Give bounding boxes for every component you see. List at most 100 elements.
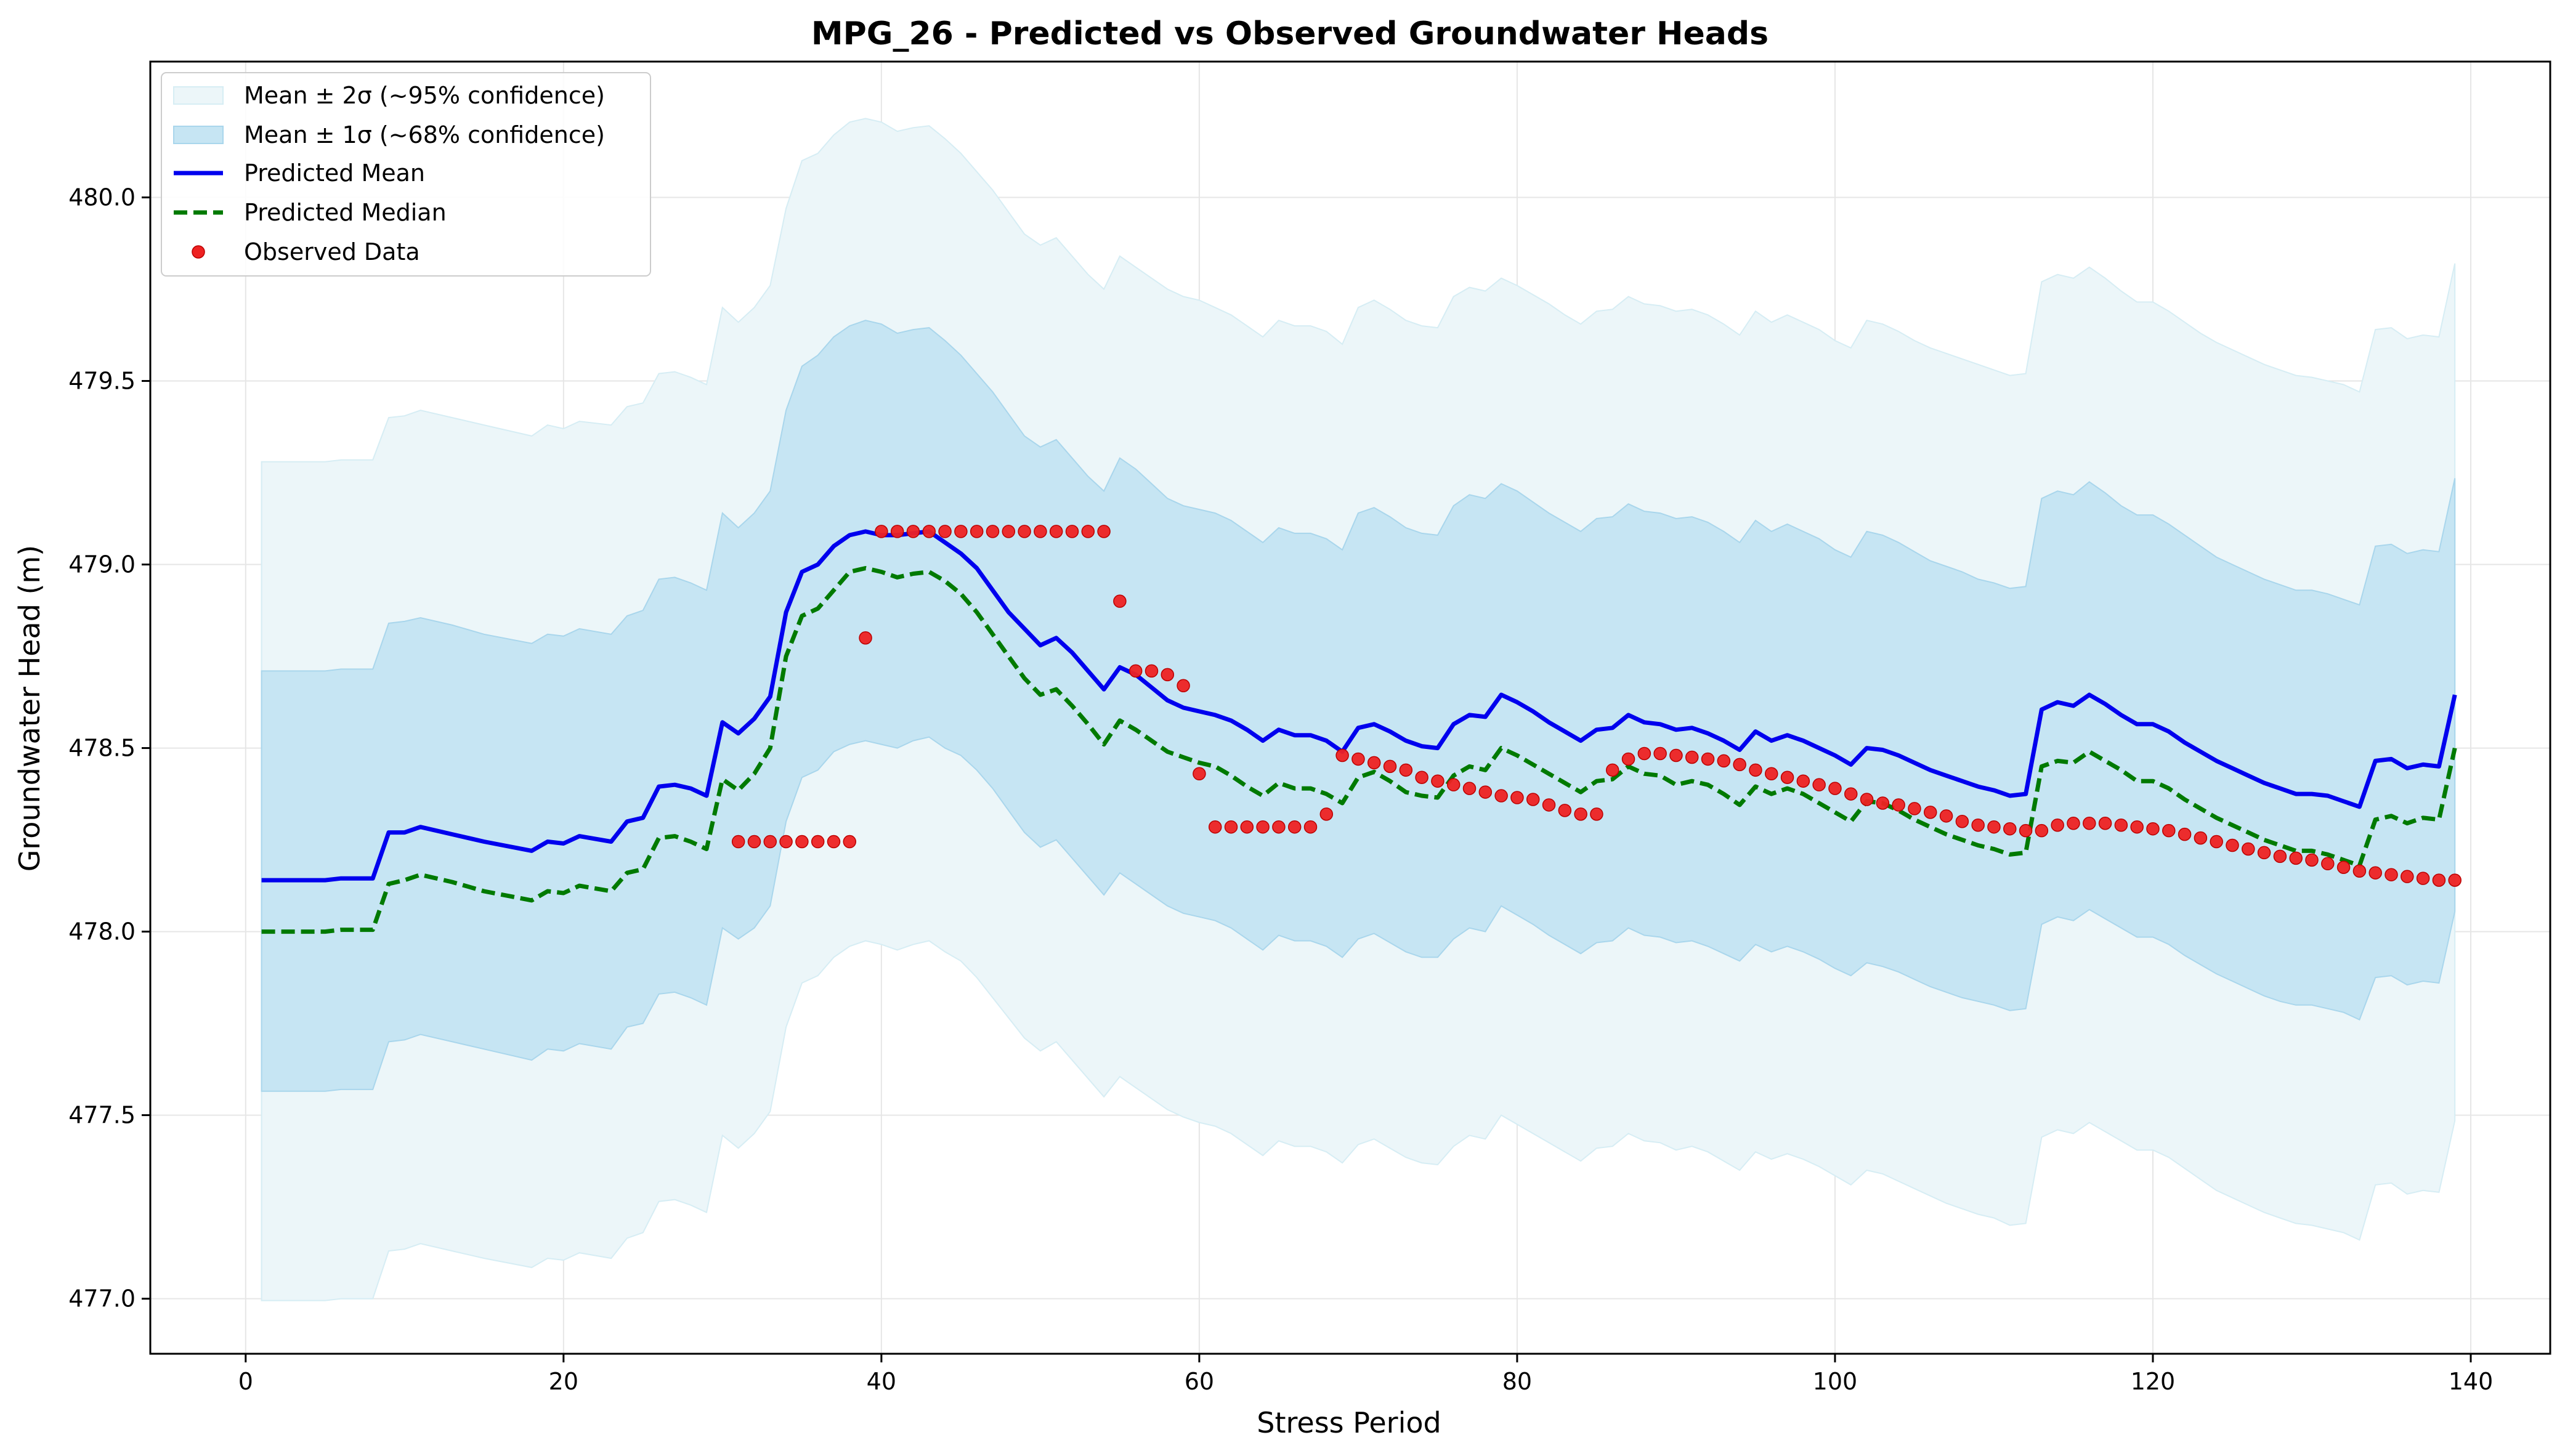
band-1sigma: [261, 320, 2456, 1092]
observed-point: [1574, 807, 1587, 821]
observed-point: [1287, 820, 1302, 834]
observed-point: [1240, 820, 1254, 834]
legend-label-observed: Observed Data: [244, 238, 420, 265]
observed-point: [1542, 798, 1556, 812]
observed-point: [986, 525, 1000, 538]
observed-point: [1510, 791, 1524, 804]
observed-point: [1193, 767, 1206, 781]
observed-point: [2162, 823, 2176, 838]
legend-box: [161, 72, 651, 277]
observed-point: [1415, 770, 1428, 784]
observed-point: [2321, 857, 2335, 871]
observed-point: [811, 835, 825, 849]
plot-frame: [149, 60, 2551, 1355]
observed-point: [954, 525, 968, 538]
observed-point: [906, 525, 920, 538]
observed-point: [1892, 798, 1905, 812]
observed-point: [1367, 756, 1381, 770]
observed-point: [2035, 823, 2049, 838]
x-tick-label: 20: [549, 1368, 578, 1395]
observed-point: [2385, 868, 2398, 881]
observed-point: [1002, 525, 1016, 538]
observed-point: [1939, 809, 1953, 823]
observed-point: [795, 835, 809, 849]
observed-point: [1256, 820, 1270, 834]
observed-point: [1637, 746, 1651, 761]
observed-point: [922, 525, 936, 538]
observed-point: [1621, 752, 1635, 766]
observed-point: [843, 835, 857, 849]
y-tick-label: 479.5: [68, 368, 136, 395]
observed-point: [1097, 525, 1111, 538]
observed-point: [970, 525, 984, 538]
observed-point: [859, 631, 872, 645]
observed-point: [1113, 594, 1127, 608]
observed-point: [1161, 668, 1175, 682]
chart-title: MPG_26 - Predicted vs Observed Groundwat…: [811, 15, 1769, 52]
observed-point: [1446, 778, 1461, 791]
observed-point: [938, 525, 952, 538]
observed-point: [1494, 789, 1508, 803]
observed-point: [2226, 838, 2239, 852]
observed-point: [1208, 820, 1222, 834]
x-axis-label: Stress Period: [1257, 1406, 1441, 1439]
y-tick-label: 477.5: [68, 1102, 136, 1129]
observed-point: [2098, 816, 2112, 830]
observed-point: [1065, 525, 1079, 538]
observed-point: [2178, 827, 2192, 841]
observed-point: [2051, 818, 2064, 832]
x-tick-label: 100: [1813, 1368, 1858, 1395]
observed-point: [890, 525, 904, 538]
x-tick-label: 40: [867, 1368, 896, 1395]
observed-point: [2352, 864, 2367, 878]
observed-point: [731, 835, 745, 849]
observed-point: [1335, 748, 1349, 762]
observed-point: [1590, 807, 1603, 821]
observed-point: [1049, 525, 1063, 538]
observed-point: [2257, 846, 2271, 860]
observed-point: [2146, 822, 2160, 836]
x-axis: 0 20 40 60 80 100 120 140: [238, 1354, 2494, 1395]
observed-point: [1224, 820, 1238, 834]
y-axis-label: Groundwater Head (m): [13, 545, 46, 872]
observed-point: [1272, 820, 1286, 834]
legend-label-mean: Predicted Mean: [244, 160, 425, 187]
observed-point: [747, 835, 761, 849]
observed-point: [1780, 770, 1794, 784]
observed-point: [1653, 746, 1667, 761]
legend-label-median: Predicted Median: [244, 199, 447, 226]
x-tick-label: 140: [2449, 1368, 2494, 1395]
observed-point: [827, 835, 841, 849]
observed-point: [2305, 853, 2319, 867]
observed-point: [1145, 664, 1159, 678]
observed-point: [875, 525, 888, 538]
observed-point: [2273, 849, 2287, 863]
observed-point: [1717, 754, 1731, 768]
observed-point: [1764, 767, 1778, 781]
observed-point: [1303, 820, 1318, 834]
y-tick-label: 479.0: [68, 551, 136, 578]
legend-label-band1: Mean ± 1σ (~68% confidence): [244, 121, 605, 148]
mean-series: [261, 529, 2457, 883]
median-series: [261, 566, 2457, 934]
observed-point: [1828, 782, 1842, 795]
observed-point: [763, 835, 777, 849]
observed-point: [1844, 787, 1858, 801]
observed-point: [2432, 873, 2446, 887]
observed-point: [1812, 778, 1826, 791]
observed-point: [1955, 815, 1969, 828]
y-tick-label: 478.0: [68, 918, 136, 945]
observed-point: [1876, 796, 1890, 810]
x-tick-label: 60: [1185, 1368, 1214, 1395]
observed-point: [1351, 752, 1365, 766]
x-tick-label: 80: [1502, 1368, 1532, 1395]
observed-point: [2401, 870, 2414, 883]
observed-point: [1177, 679, 1190, 692]
observed-point: [1701, 752, 1715, 766]
observed-point: [2083, 816, 2096, 830]
observed-point: [1018, 525, 1031, 538]
observed-point: [1908, 802, 1921, 815]
observed-point: [1129, 664, 1143, 678]
observed-point: [1081, 525, 1095, 538]
